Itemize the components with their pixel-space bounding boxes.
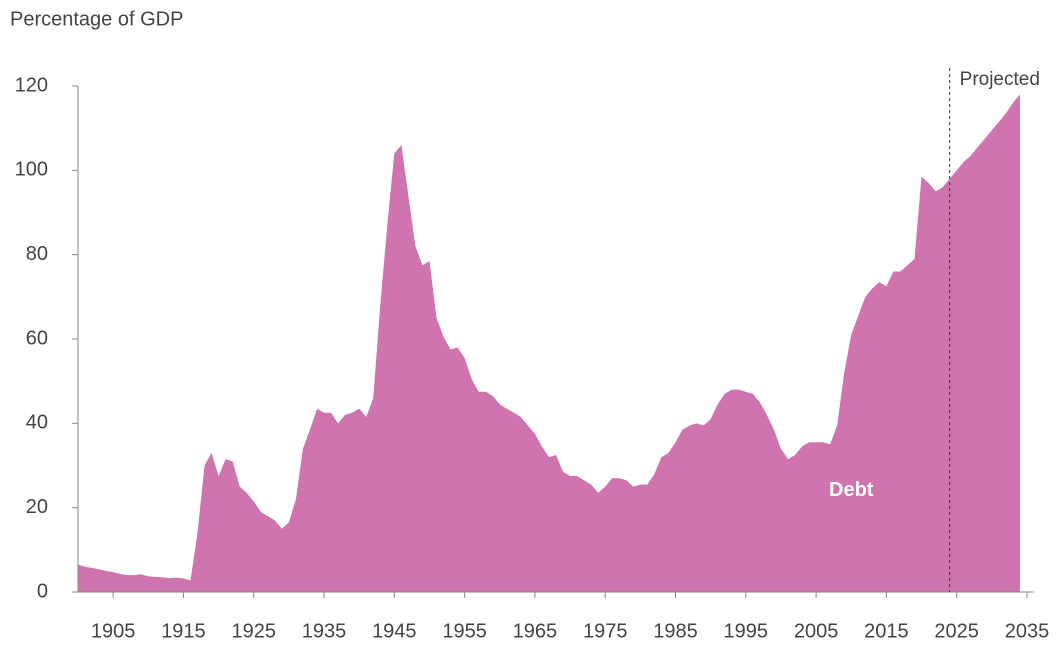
x-tick-label: 2035 bbox=[1005, 620, 1050, 642]
y-tick-label: 120 bbox=[15, 74, 48, 96]
series-label: Debt bbox=[829, 479, 874, 501]
x-tick-label: 1975 bbox=[583, 620, 628, 642]
y-tick-label: 0 bbox=[37, 580, 48, 602]
y-tick-label: 60 bbox=[26, 327, 48, 349]
y-tick-label: 40 bbox=[26, 412, 48, 434]
y-tick-label: 20 bbox=[26, 496, 48, 518]
x-tick-label: 1925 bbox=[231, 620, 276, 642]
annotation: Projected bbox=[960, 69, 1040, 90]
y-tick-label: 80 bbox=[26, 243, 48, 265]
x-tick-label: 1955 bbox=[442, 620, 487, 642]
x-tick-label: 2015 bbox=[864, 620, 909, 642]
x-tick-label: 1915 bbox=[161, 620, 206, 642]
y-tick-label: 100 bbox=[15, 159, 48, 181]
x-tick-label: 1965 bbox=[513, 620, 558, 642]
x-tick-label: 2025 bbox=[934, 620, 979, 642]
x-tick-label: 1985 bbox=[653, 620, 698, 642]
x-tick-label: 1945 bbox=[372, 620, 417, 642]
y-axis-label: Percentage of GDP bbox=[10, 8, 183, 30]
x-tick-label: 1995 bbox=[724, 620, 769, 642]
x-tick-label: 2005 bbox=[794, 620, 839, 642]
x-tick-label: 1905 bbox=[91, 620, 136, 642]
area bbox=[78, 94, 1020, 592]
x-tick-label: 1935 bbox=[302, 620, 347, 642]
